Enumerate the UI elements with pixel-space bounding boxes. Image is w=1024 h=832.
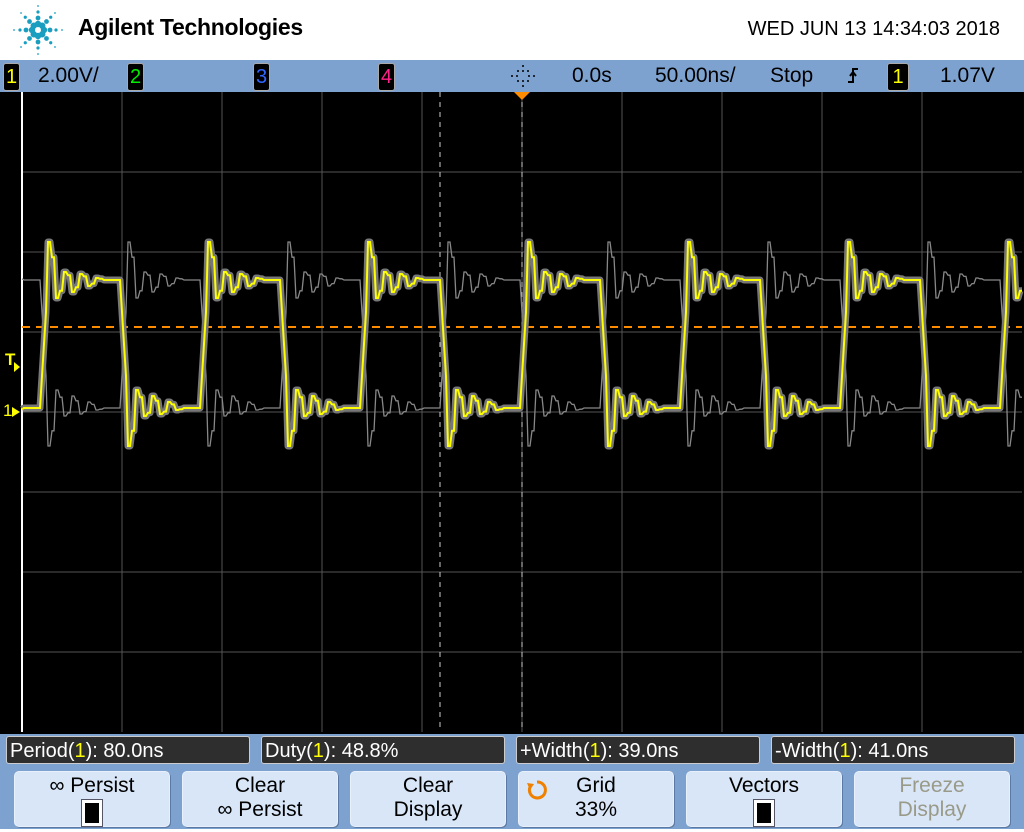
persist-toggle-button[interactable]: ∞ Persist — [14, 771, 170, 827]
rotate-knob-icon — [527, 780, 547, 800]
waveform-display[interactable]: T 1 — [0, 92, 1024, 734]
trigger-position-marker — [514, 92, 530, 100]
trigger-marker: T — [5, 350, 16, 369]
ground-arrow-icon — [12, 407, 20, 417]
header: Agilent Technologies WED JUN 13 14:34:03… — [0, 0, 1024, 60]
clear-persist-button[interactable]: Clear ∞ Persist — [182, 771, 338, 827]
persistence-trace — [21, 241, 1022, 447]
horizontal-delay[interactable]: 0.0s — [572, 64, 612, 87]
channel-1-ground-marker[interactable]: 1 — [3, 401, 13, 420]
status-bar: 1 2.00V/ 2 3 4 0.0s 50.00ns/ Stop 1 1.07… — [0, 60, 1024, 92]
vectors-checkbox[interactable] — [753, 799, 775, 827]
measurement-plus-width: +Width(1): 39.0ns — [516, 736, 760, 764]
clear-display-button[interactable]: Clear Display — [350, 771, 506, 827]
measurement-period: Period(1): 80.0ns — [6, 736, 250, 764]
grid-intensity-button[interactable]: Grid 33% — [518, 771, 674, 827]
brand-name: Agilent Technologies — [78, 14, 303, 40]
rising-edge-icon — [848, 68, 858, 83]
softkey-area: Period(1): 80.0ns Duty(1): 48.8% +Width(… — [0, 734, 1024, 829]
persist-checkbox[interactable] — [81, 799, 103, 827]
datetime: WED JUN 13 14:34:03 2018 — [747, 18, 1000, 40]
channel-4-button[interactable]: 4 — [378, 63, 395, 91]
measurement-duty: Duty(1): 48.8% — [261, 736, 505, 764]
trigger-source[interactable]: 1 — [887, 63, 909, 91]
run-state[interactable]: Stop — [770, 64, 814, 87]
agilent-logo-icon — [13, 5, 63, 55]
channel-1-button[interactable]: 1 — [3, 63, 20, 91]
channel-3-button[interactable]: 3 — [253, 63, 270, 91]
timebase[interactable]: 50.00ns/ — [655, 64, 736, 87]
measurement-minus-width: -Width(1): 41.0ns — [771, 736, 1015, 764]
channel-1-scale[interactable]: 2.00V/ — [38, 64, 99, 87]
vectors-toggle-button[interactable]: Vectors — [686, 771, 842, 827]
trigger-arrow-icon — [14, 362, 20, 372]
trigger-level[interactable]: 1.07V — [940, 64, 995, 87]
channel-2-button[interactable]: 2 — [127, 63, 144, 91]
channel-1-trace — [21, 241, 1022, 447]
acquisition-icon[interactable] — [510, 64, 536, 88]
freeze-display-button[interactable]: Freeze Display — [854, 771, 1010, 827]
graticule — [12, 92, 1024, 732]
